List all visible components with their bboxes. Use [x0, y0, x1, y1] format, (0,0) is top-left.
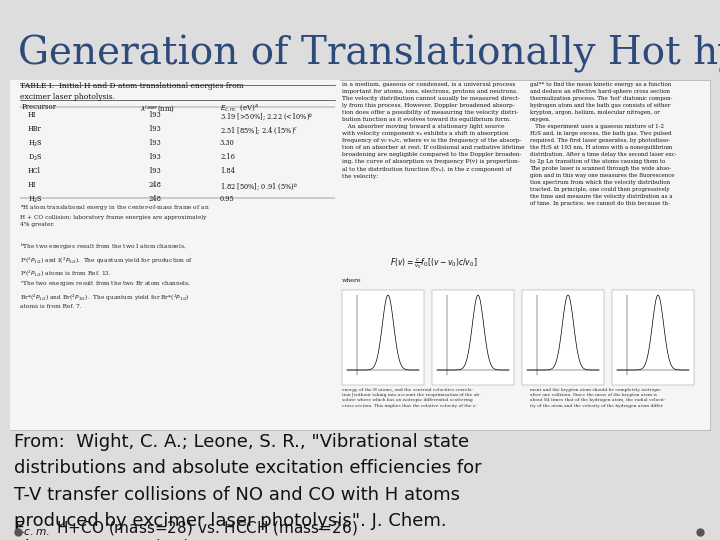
Bar	[10, 80, 340, 430]
Text: HCl: HCl	[28, 167, 41, 175]
Text: $\lambda^{laser}$(nm): $\lambda^{laser}$(nm)	[140, 103, 175, 114]
Text: HI: HI	[28, 111, 37, 119]
Text: $^a$H atom translational energy in the center-of-mass frame of an
H + CO collisi: $^a$H atom translational energy in the c…	[20, 204, 210, 227]
Bar	[522, 290, 604, 385]
Text: Precursor: Precursor	[22, 103, 57, 111]
Text: 193: 193	[148, 167, 161, 175]
Text: 2.16: 2.16	[220, 153, 235, 161]
Bar	[10, 80, 710, 430]
Text: H$_2$S: H$_2$S	[28, 195, 43, 205]
Text: HI: HI	[28, 181, 37, 189]
Text: 0.95: 0.95	[220, 195, 235, 203]
Text: 1.82 [50%]; 0.91 (5%)$^b$: 1.82 [50%]; 0.91 (5%)$^b$	[220, 181, 298, 193]
Bar	[432, 290, 514, 385]
Text: where: where	[342, 278, 361, 283]
Text: 248: 248	[148, 195, 161, 203]
Text: 193: 193	[148, 111, 161, 119]
Text: $F(v) = \frac{c}{v_0} f_0[(v - v_0)c/v_0]$: $F(v) = \frac{c}{v_0} f_0[(v - v_0)c/v_0…	[390, 257, 477, 272]
Text: $^c$The two energies result from the two Br atom channels,
Br*(${^2}P_{1/2}$) an: $^c$The two energies result from the two…	[20, 280, 191, 309]
Text: gal** to find the mean kinetic energy as a function
and deduce an effective hard: gal** to find the mean kinetic energy as…	[530, 82, 677, 206]
Text: energy of the H atoms, and the centroid velocities correla-
tion [without taking: energy of the H atoms, and the centroid …	[342, 388, 480, 408]
Text: ment and the krypton atom should be completely isotropic
after one collision. Si: ment and the krypton atom should be comp…	[530, 388, 665, 408]
Text: in a medium, gaseous or condensed, is a universal process
important for atoms, i: in a medium, gaseous or condensed, is a …	[342, 82, 524, 179]
Text: From:  Wight, C. A.; Leone, S. R., "Vibrational state
distributions and absolute: From: Wight, C. A.; Leone, S. R., "Vibra…	[14, 433, 482, 540]
Text: 193: 193	[148, 125, 161, 133]
Text: H$_2$S: H$_2$S	[28, 139, 43, 149]
Text: 193: 193	[148, 153, 161, 161]
Bar	[612, 290, 694, 385]
Text: D$_2$S: D$_2$S	[28, 153, 42, 163]
Text: 1.84: 1.84	[220, 167, 235, 175]
Text: 2.51 [85%]; 2.4 (15%)$^c$: 2.51 [85%]; 2.4 (15%)$^c$	[220, 125, 298, 136]
Text: HBr: HBr	[28, 125, 42, 133]
Text: 3.30: 3.30	[220, 139, 235, 147]
Bar	[342, 290, 424, 385]
Text: E$_{c.m.}$ H+CO (mass​=28) vs. HCCH (mass=26): E$_{c.m.}$ H+CO (mass​=28) vs. HCCH (mas…	[14, 520, 358, 538]
Text: $^b$The two energies result from the two I atom channels,
I*(${^2}P_{1/2}$) and : $^b$The two energies result from the two…	[20, 242, 194, 278]
Text: 248: 248	[148, 181, 161, 189]
Text: 193: 193	[148, 139, 161, 147]
Text: TABLE I.  Initial H and D atom translational energies from
excimer laser photoly: TABLE I. Initial H and D atom translatio…	[20, 82, 244, 101]
Text: $E_{c.m.}$ (eV)$^a$: $E_{c.m.}$ (eV)$^a$	[220, 103, 258, 113]
Text: Generation of Translationally Hot hydrogen: Generation of Translationally Hot hydrog…	[18, 35, 720, 73]
Text: 3.19 [>50%]; 2.22 (<10%)$^b$: 3.19 [>50%]; 2.22 (<10%)$^b$	[220, 111, 314, 123]
